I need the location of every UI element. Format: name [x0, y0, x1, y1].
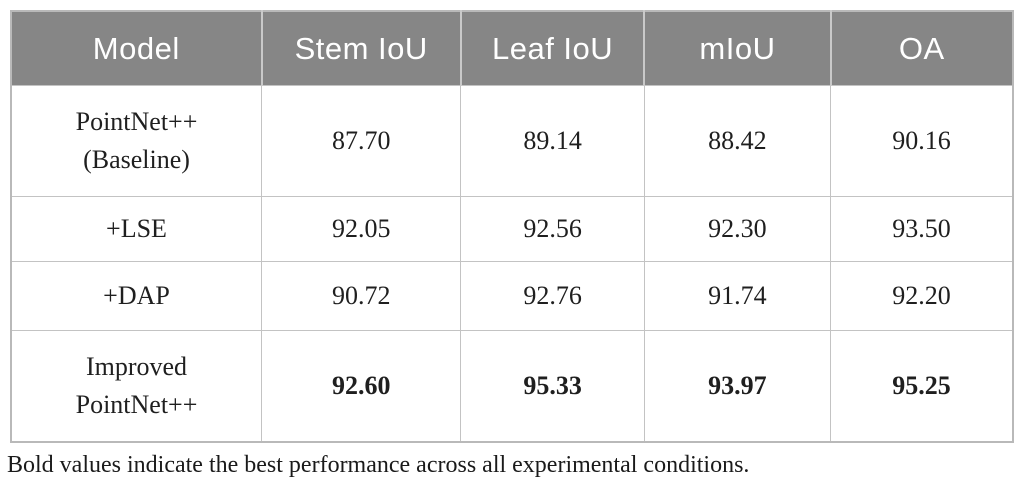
leaf-iou-value: 92.76 [460, 261, 645, 331]
column-header-stem-iou: Stem IoU [260, 11, 461, 86]
stem-iou-value: 87.70 [260, 85, 462, 197]
column-header-model: Model [11, 11, 262, 86]
model-name: +LSE [10, 196, 262, 262]
miou-value: 93.97 [643, 330, 832, 443]
column-header-leaf-iou: Leaf IoU [459, 11, 645, 86]
model-name: PointNet++ (Baseline) [10, 85, 262, 197]
oa-value: 93.50 [830, 196, 1014, 262]
table-row-lse: +LSE 92.05 92.56 92.30 93.50 [10, 196, 1014, 262]
miou-value: 92.30 [643, 196, 832, 262]
leaf-iou-value: 95.33 [460, 330, 645, 443]
table-row-pointnet-baseline: PointNet++ (Baseline) 87.70 89.14 88.42 … [10, 85, 1014, 197]
leaf-iou-value: 89.14 [460, 85, 645, 197]
stem-iou-value: 92.05 [260, 196, 462, 262]
miou-value: 91.74 [643, 261, 832, 331]
oa-value: 92.20 [830, 261, 1014, 331]
stem-iou-value: 90.72 [260, 261, 462, 331]
results-table: Model Stem IoU Leaf IoU mIoU OA PointNet… [10, 10, 1014, 443]
model-name: Improved PointNet++ [10, 330, 262, 443]
oa-value: 95.25 [830, 330, 1014, 443]
leaf-iou-value: 92.56 [460, 196, 645, 262]
stem-iou-value: 92.60 [260, 330, 462, 443]
table-body: PointNet++ (Baseline) 87.70 89.14 88.42 … [10, 85, 1014, 443]
miou-value: 88.42 [643, 85, 832, 197]
oa-value: 90.16 [830, 85, 1014, 197]
table-row-improved-pointnet: Improved PointNet++ 92.60 95.33 93.97 95… [10, 330, 1014, 443]
header-row: Model Stem IoU Leaf IoU mIoU OA [11, 11, 1013, 86]
table-row-dap: +DAP 90.72 92.76 91.74 92.20 [10, 261, 1014, 331]
table-footnote: Bold values indicate the best performanc… [7, 452, 750, 478]
model-name: +DAP [10, 261, 262, 331]
table-header: Model Stem IoU Leaf IoU mIoU OA [11, 11, 1013, 86]
results-table-container: Model Stem IoU Leaf IoU mIoU OA PointNet… [10, 10, 1014, 443]
column-header-miou: mIoU [643, 11, 831, 86]
column-header-oa: OA [829, 11, 1013, 86]
